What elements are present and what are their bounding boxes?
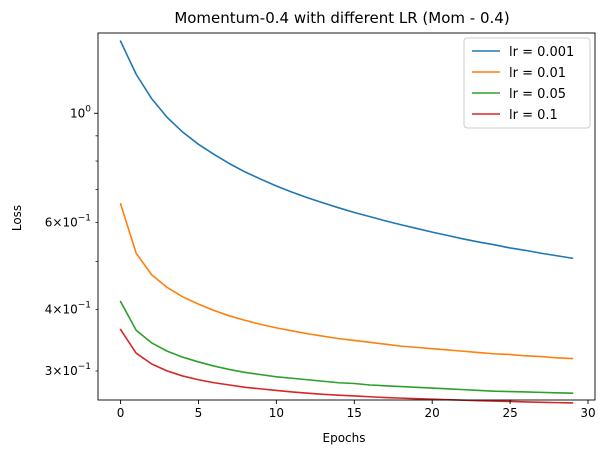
x-tick-label: 25: [502, 406, 517, 420]
legend-label-2: lr = 0.05: [509, 87, 566, 102]
series-line-2: [119, 300, 574, 394]
x-tick-label: 10: [269, 406, 284, 420]
y-tick-label: 4×10−1: [45, 300, 91, 316]
series-line-3: [119, 328, 574, 404]
x-tick-label: 20: [425, 406, 440, 420]
legend-box: [463, 37, 591, 129]
plot-area: 0 5 10 15 20 25 30 100 3×10−1 4×10−1 6×10−1: [45, 32, 596, 420]
legend-label-0: lr = 0.001: [509, 45, 574, 60]
legend-label-1: lr = 0.01: [509, 66, 566, 81]
y-tick-label: 6×10−1: [45, 214, 91, 230]
series-line-1: [119, 202, 574, 360]
y-tick-label: 3×10−1: [45, 362, 91, 378]
series-line-0: [119, 40, 574, 260]
axes-frame: [97, 32, 596, 401]
legend: lr = 0.001 lr = 0.01 lr = 0.05 lr = 0.1: [463, 37, 591, 129]
legend-label-3: lr = 0.1: [509, 108, 558, 123]
x-tick-label: 15: [347, 406, 362, 420]
x-tick-label: 5: [195, 406, 203, 420]
x-axis-label: Epochs: [323, 431, 366, 445]
y-tick-label: 100: [70, 104, 91, 120]
x-tick-label: 30: [580, 406, 595, 420]
x-tick-label: 0: [117, 406, 125, 420]
chart-title: Momentum-0.4 with different LR (Mom - 0.…: [174, 9, 509, 27]
y-axis-label: Loss: [10, 205, 24, 231]
